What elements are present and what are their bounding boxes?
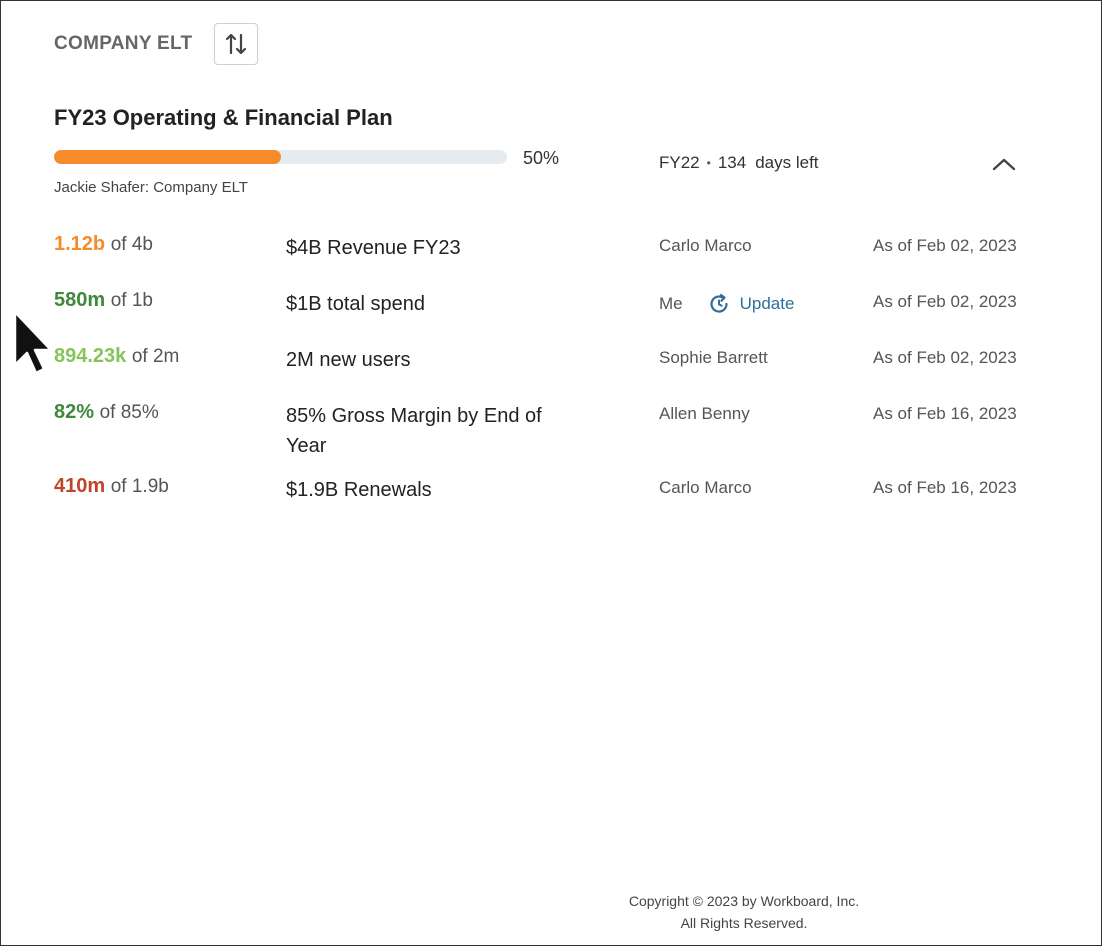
kr-value: 580m of 1b [54,289,153,312]
kr-date: As of Feb 16, 2023 [873,478,1017,497]
kr-value: 894.23k of 2m [54,345,179,368]
plan-owner: Jackie Shafer: Company ELT [54,179,248,196]
update-link[interactable]: Update [707,292,795,316]
sort-button[interactable] [214,23,259,65]
kr-date: As of Feb 02, 2023 [873,348,1017,367]
refresh-icon [710,293,728,313]
kr-name[interactable]: 2M new users [286,349,411,371]
kr-owner-name: Allen Benny [659,404,750,423]
rights-text: All Rights Reserved. [680,915,808,931]
kr-current: 1.12b [54,233,106,255]
kr-date: As of Feb 16, 2023 [873,404,1017,423]
plan-title[interactable]: FY23 Operating & Financial Plan [54,105,393,130]
days-left-label: days left [755,153,819,172]
kr-target: of 1.9b [110,476,169,497]
period-label: FY22 [659,153,700,172]
kr-name[interactable]: $1.9B Renewals [286,479,432,501]
kr-name[interactable]: 85% Gross Margin by End of Year [286,405,542,457]
mouse-cursor-icon [11,309,55,384]
kr-current: 82% [54,401,95,423]
kr-value: 410m of 1.9b [54,475,169,498]
progress-percent: 50% [523,148,560,168]
kr-value: 1.12b of 4b [54,233,153,256]
separator-dot: • [706,156,711,170]
kr-owner: Allen Benny [659,404,750,424]
kr-date: As of Feb 02, 2023 [873,292,1017,311]
kr-current: 410m [54,475,106,497]
kr-owner: Me Update [659,292,794,316]
kr-owner: Sophie Barrett [659,348,768,368]
chevron-up-icon [992,158,1016,171]
kr-name[interactable]: $1B total spend [286,293,425,315]
kr-current: 894.23k [54,345,127,367]
period-info: FY22 • 134 days left [659,153,819,173]
collapse-button[interactable] [989,151,1019,177]
copyright-text: Copyright © 2023 by Workboard, Inc. [628,893,860,909]
kr-date: As of Feb 02, 2023 [873,236,1017,255]
kr-owner-name: Carlo Marco [659,236,752,255]
kr-target: of 2m [131,346,180,367]
kr-owner-name: Sophie Barrett [659,348,768,367]
progress-bar [54,150,507,164]
kr-value: 82% of 85% [54,401,159,424]
kr-name[interactable]: $4B Revenue FY23 [286,237,461,259]
header: COMPANY ELT [54,23,259,65]
kr-target: of 1b [110,290,153,311]
team-title: COMPANY ELT [54,33,193,54]
kr-owner-name: Carlo Marco [659,478,752,497]
sort-arrows-icon [226,33,247,55]
kr-owner: Carlo Marco [659,236,752,256]
kr-target: of 85% [99,402,159,423]
days-left-count: 134 [717,153,747,172]
kr-target: of 4b [110,234,153,255]
kr-owner: Carlo Marco [659,478,752,498]
progress-fill [54,150,281,164]
footer: Copyright © 2023 by Workboard, Inc. All … [561,890,927,934]
update-label: Update [739,294,795,313]
kr-owner-name: Me [659,294,683,313]
kr-current: 580m [54,289,106,311]
